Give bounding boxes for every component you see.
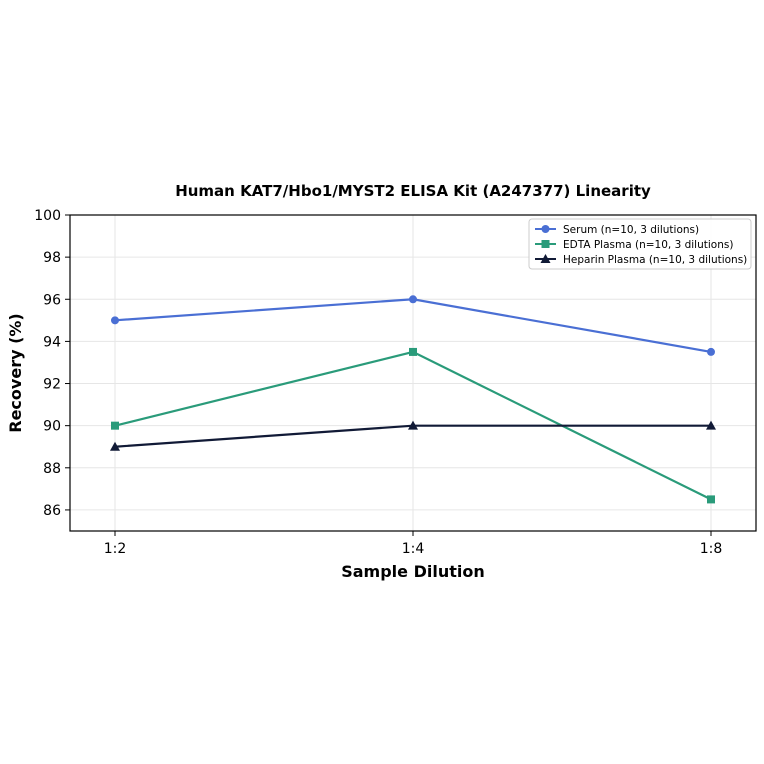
legend: Serum (n=10, 3 dilutions) EDTA Plasma (n=… — [528, 218, 752, 270]
data-point — [110, 441, 120, 451]
y-axis-title: Recovery (%) — [6, 313, 25, 432]
series-1 — [111, 295, 715, 356]
legend-label: EDTA Plasma (n=10, 3 dilutions) — [563, 239, 733, 251]
legend-marker — [540, 254, 551, 263]
x-tick-label: 1:4 — [402, 541, 425, 557]
y-tick-label: 92 — [43, 377, 61, 393]
y-axis: 86 88 90 92 94 96 98 100 — [34, 208, 70, 519]
series-2 — [111, 347, 715, 504]
data-point — [409, 295, 417, 304]
series-layer — [110, 295, 716, 504]
legend-item: EDTA Plasma (n=10, 3 dilutions) — [535, 239, 733, 251]
y-tick-label: 88 — [43, 461, 61, 477]
legend-label: Serum (n=10, 3 dilutions) — [563, 224, 699, 236]
legend-marker — [541, 240, 550, 248]
legend-item: Heparin Plasma (n=10, 3 dilutions) — [535, 254, 747, 266]
data-point — [111, 421, 119, 430]
data-point — [707, 347, 715, 356]
x-axis: 1:2 1:4 1:8 — [104, 531, 723, 557]
y-tick-label: 100 — [34, 208, 61, 224]
y-tick-label: 90 — [43, 419, 61, 435]
data-point — [409, 347, 417, 356]
data-point — [408, 420, 418, 430]
y-tick-label: 94 — [43, 334, 61, 350]
legend-item: Serum (n=10, 3 dilutions) — [535, 224, 699, 236]
x-tick-label: 1:2 — [104, 541, 127, 557]
legend-marker — [541, 225, 550, 233]
y-tick-label: 98 — [43, 250, 61, 266]
legend-box — [528, 218, 752, 270]
y-tick-label: 86 — [43, 503, 61, 519]
data-point — [707, 495, 715, 504]
x-axis-title: Sample Dilution — [341, 562, 485, 581]
chart-title: Human KAT7/Hbo1/MYST2 ELISA Kit (A247377… — [175, 182, 651, 200]
x-tick-label: 1:8 — [700, 541, 723, 557]
y-tick-label: 96 — [43, 292, 61, 308]
data-point — [706, 420, 716, 430]
legend-label: Heparin Plasma (n=10, 3 dilutions) — [563, 254, 747, 266]
series-3 — [110, 420, 716, 451]
data-point — [111, 316, 119, 325]
